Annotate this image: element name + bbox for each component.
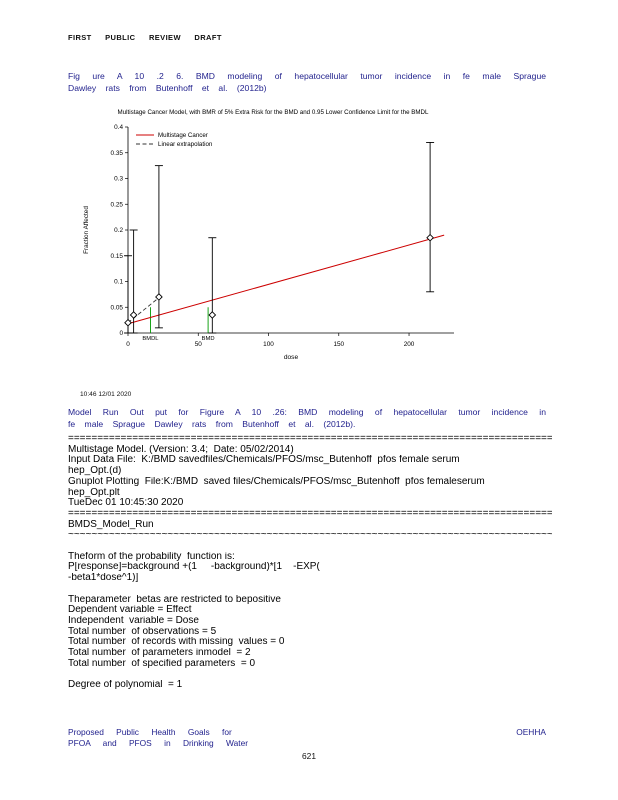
- y-tick-label: 0.35: [111, 150, 124, 157]
- legend-label: Multistage Cancer: [158, 132, 208, 139]
- output-line: Total number of specified parameters = 0: [68, 658, 256, 669]
- data-point: [124, 318, 132, 327]
- page-number: 621: [302, 751, 316, 761]
- bmd-chart-svg: Multistage Cancer Model, with BMR of 5% …: [83, 109, 454, 361]
- output-line: TueDec 01 10:45:30 2020: [68, 498, 184, 509]
- output-line: hep_Opt.(d): [68, 466, 122, 477]
- y-tick-label: 0.05: [111, 304, 124, 311]
- output-line: -beta1*dose^1)]: [68, 573, 139, 584]
- model-run-caption-line2: fe male Sprague Dawley rats from Butenho…: [68, 418, 356, 429]
- y-axis-label: Fraction Affected: [83, 206, 90, 254]
- y-tick-label: 0.15: [111, 253, 124, 260]
- output-line: Input Data File: K:/BMD savedfiles/Chemi…: [68, 455, 460, 466]
- data-point: [208, 311, 217, 319]
- data-point: [129, 311, 138, 319]
- x-axis-label: dose: [284, 354, 299, 361]
- legend-label: Linear extrapolation: [158, 141, 213, 148]
- output-line: Multistage Model. (Version: 3.4; Date: 0…: [68, 444, 294, 455]
- x-tick-label: 100: [263, 341, 274, 348]
- footer-title-line1: Proposed Public Health Goals for: [68, 727, 232, 737]
- output-line: Dependent variable = Effect: [68, 605, 192, 616]
- x-tick-label: 200: [404, 341, 415, 348]
- y-tick-label: 0.2: [114, 227, 123, 234]
- y-tick-label: 0.4: [114, 124, 123, 131]
- model-run-caption-line1: Model Run Out put for Figure A 10 .26: B…: [68, 407, 546, 417]
- model-output-block: ========================================…: [68, 434, 552, 691]
- bmdl-label: BMDL: [142, 336, 159, 342]
- figure-caption-line1: Fig ure A 10 .2 6. BMD modeling of hepat…: [68, 71, 546, 81]
- output-line: Gnuplot Plotting File:K:/BMD saved files…: [68, 476, 485, 487]
- output-line: BMDS_Model_Run: [68, 519, 154, 530]
- output-line: Total number of observations = 5: [68, 626, 217, 637]
- output-line: ~~~~~~~~~~~~~~~~~~~~~~~~~~~~~~~~~~~~~~~~…: [68, 530, 552, 541]
- y-tick-label: 0.3: [114, 176, 123, 183]
- bmd-label: BMD: [202, 336, 215, 342]
- data-point: [155, 293, 163, 301]
- footer-agency: OEHHA: [516, 727, 546, 737]
- output-line: [68, 584, 552, 595]
- figure-caption-line2: Dawley rats from Butenhoff et al. (2012b…: [68, 82, 267, 93]
- y-tick-label: 0.1: [114, 279, 123, 286]
- model-run-caption: Model Run Out put for Figure A 10 .26: B…: [68, 407, 546, 430]
- bmd-chart: Multistage Cancer Model, with BMR of 5% …: [76, 103, 470, 377]
- output-line: P[response]=background +(1 -background)*…: [68, 562, 320, 573]
- output-line: hep_Opt.plt: [68, 487, 120, 498]
- output-line: ========================================…: [68, 508, 552, 519]
- output-line: Theform of the probability function is:: [68, 551, 235, 562]
- footer-document-title: Proposed Public Health Goals for PFOA an…: [68, 727, 248, 749]
- multistage-fit-line: [127, 234, 445, 325]
- output-line: Total number of parameters inmodel = 2: [68, 648, 251, 659]
- y-tick-label: 0: [119, 330, 123, 337]
- chart-timestamp: 10:46 12/01 2020: [80, 391, 132, 398]
- output-line: Degree of polynomial = 1: [68, 680, 183, 691]
- output-line: [68, 541, 552, 552]
- figure-caption: Fig ure A 10 .2 6. BMD modeling of hepat…: [68, 71, 546, 94]
- chart-title: Multistage Cancer Model, with BMR of 5% …: [118, 109, 429, 116]
- x-tick-label: 150: [333, 341, 344, 348]
- output-line: [68, 669, 552, 680]
- output-line: Theparameter betas are restricted to bep…: [68, 594, 281, 605]
- draft-watermark: FIRST PUBLIC REVIEW DRAFT: [68, 33, 222, 42]
- y-tick-label: 0.25: [111, 201, 124, 208]
- footer-title-line2: PFOA and PFOS in Drinking Water: [68, 738, 249, 748]
- data-point: [426, 233, 434, 242]
- output-line: ========================================…: [68, 434, 552, 444]
- output-line: Total number of records with missing val…: [68, 637, 285, 648]
- x-tick-label: 0: [126, 341, 130, 348]
- output-line: Independent variable = Dose: [68, 615, 199, 626]
- x-tick-label: 50: [195, 341, 203, 348]
